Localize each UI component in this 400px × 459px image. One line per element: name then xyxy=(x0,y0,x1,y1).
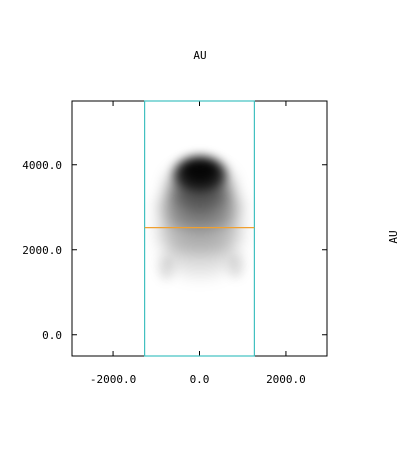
x-tick-label: 0.0 xyxy=(190,373,210,386)
y-tick-labels: 0.0 2000.0 4000.0 xyxy=(22,159,62,342)
y-axis-label: AU xyxy=(387,230,400,243)
y-tick-label: 4000.0 xyxy=(22,159,62,172)
x-tick-label: 2000.0 xyxy=(266,373,306,386)
x-tick-labels: -2000.0 0.0 2000.0 xyxy=(90,373,306,386)
x-tick-label: -2000.0 xyxy=(90,373,136,386)
selection-box xyxy=(144,100,255,357)
chart-title: AU xyxy=(193,49,206,62)
heatmap-image xyxy=(158,156,243,280)
y-tick-label: 2000.0 xyxy=(22,244,62,257)
y-tick-label: 0.0 xyxy=(42,329,62,342)
axis-ticks xyxy=(72,101,327,356)
